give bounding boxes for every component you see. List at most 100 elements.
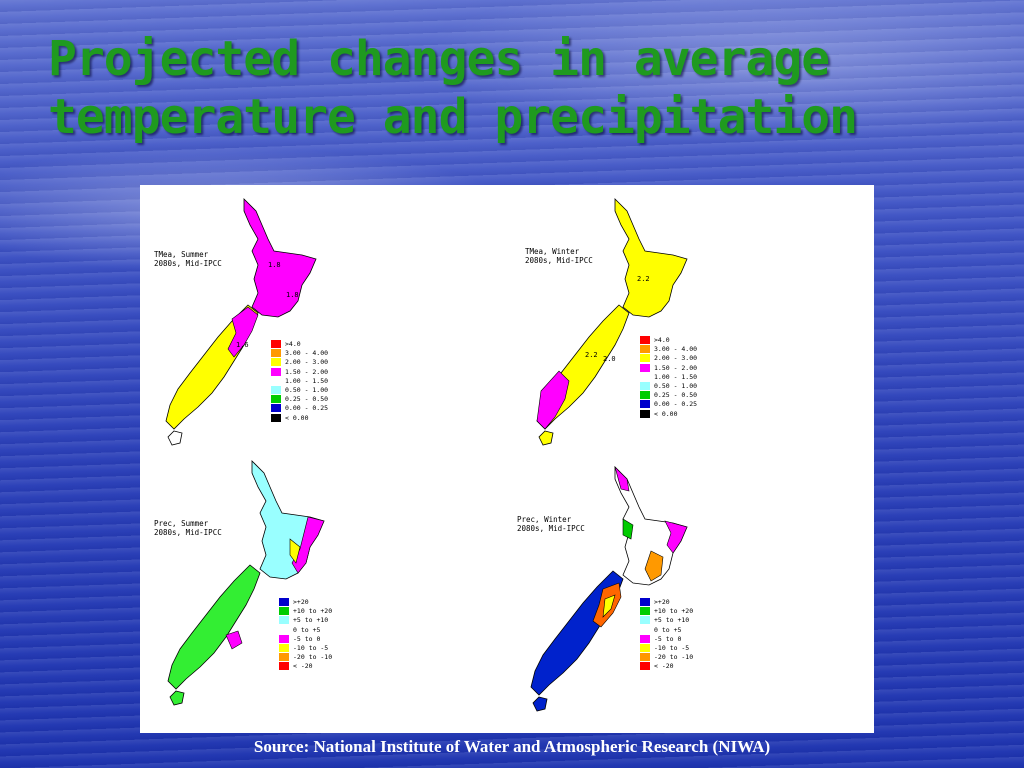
legend-swatch [640, 662, 650, 671]
legend-label: 0 to +5 [293, 625, 321, 634]
legend-label: < -20 [654, 662, 674, 671]
legend-swatch [640, 391, 650, 400]
legend-label: 0.25 - 0.50 [285, 395, 329, 404]
stewart-island [538, 430, 554, 446]
legend-label: 1.00 - 1.50 [285, 376, 329, 385]
north-island-east-overlay [664, 520, 688, 554]
legend-item: 1.50 - 2.00 [271, 367, 328, 376]
legend-swatch [279, 643, 289, 652]
legend-swatch [271, 376, 281, 385]
legend-item: -10 to -5 [640, 643, 693, 652]
legend-precipitation-summer: >+20 +10 to +20 +5 to +10 0 to +5 -5 to 0 -10… [279, 598, 332, 672]
legend-item: >4.0 [271, 340, 328, 348]
legend-swatch [640, 616, 650, 625]
legend-label: >4.0 [285, 340, 301, 348]
source-caption: Source: National Institute of Water and … [253, 737, 771, 756]
legend-swatch [279, 653, 289, 662]
legend-item: 2.00 - 3.00 [271, 358, 329, 367]
legend-label: +10 to +20 [654, 607, 694, 616]
legend-item: -20 to -10 [279, 653, 332, 662]
legend-label: 0.00 - 0.25 [654, 400, 698, 409]
north-island-west-overlay [622, 518, 634, 540]
legend-item: 2.00 - 3.00 [640, 354, 698, 363]
legend-item: +10 to +20 [640, 607, 694, 616]
legend-swatch [640, 409, 650, 418]
legend-label: 0.50 - 1.00 [654, 381, 698, 390]
panel-label: Prec, Summer 2080s, Mid-IPCC [154, 519, 222, 537]
legend-label: 2.00 - 3.00 [285, 358, 329, 367]
north-island [614, 198, 688, 318]
panel-precipitation-summer: Prec, Summer 2080s, Mid-IPCC >+20 +10 to +… [140, 459, 507, 733]
legend-item: >+20 [279, 598, 332, 606]
legend-label: +10 to +20 [293, 607, 333, 616]
legend-precipitation-winter: >+20 +10 to +20 +5 to +10 0 to +5 -5 to 0 -10… [640, 598, 693, 672]
legend-item: >4.0 [640, 336, 697, 344]
legend-item: 0.00 - 0.25 [271, 404, 328, 413]
south-island [167, 564, 261, 690]
legend-item: 0.00 - 0.25 [640, 400, 698, 409]
contour-label: 2.0 [603, 355, 616, 363]
legend-label: 3.00 - 4.00 [654, 345, 698, 354]
nz-map-precipitation-summer [167, 460, 325, 706]
legend-label: < 0.00 [654, 409, 678, 418]
nz-map-temperature-summer: 1.8 1.8 1.6 [165, 198, 317, 446]
stewart-island [532, 696, 548, 712]
legend-swatch [640, 598, 650, 606]
legend-swatch [640, 653, 650, 662]
legend-swatch [271, 340, 281, 348]
legend-item: 3.00 - 4.00 [640, 345, 698, 354]
legend-item: 0.25 - 0.50 [640, 391, 697, 400]
nz-map-temperature-winter: 2.2 2.2 2.0 [536, 198, 688, 446]
legend-label: >+20 [293, 598, 309, 606]
legend-label: >+20 [654, 598, 670, 606]
legend-swatch [640, 634, 650, 643]
contour-label: 1.8 [268, 261, 281, 269]
legend-swatch [271, 349, 281, 358]
legend-item: +10 to +20 [279, 607, 333, 616]
legend-label: 0 to +5 [654, 625, 682, 634]
legend-item: 1.00 - 1.50 [271, 376, 329, 385]
legend-item: 0 to +5 [279, 625, 332, 634]
south-island-southwest-overlay [536, 370, 570, 430]
legend-item: 0.50 - 1.00 [271, 385, 328, 394]
legend-swatch [640, 372, 650, 381]
nz-projection-maps-figure: 1.8 1.8 1.6 TMea, Summer 2080s, Mid-IPCC … [140, 185, 874, 733]
legend-swatch [279, 607, 289, 616]
legend-label: -5 to 0 [293, 634, 321, 643]
legend-item: -20 to -10 [640, 653, 694, 662]
panel-label: Prec, Winter 2080s, Mid-IPCC [517, 515, 585, 533]
north-island-south-overlay [644, 550, 664, 582]
legend-label: < -20 [293, 662, 313, 671]
legend-item: >+20 [640, 598, 693, 606]
contour-label: 2.2 [585, 351, 598, 359]
south-island-east-overlay [227, 306, 259, 358]
legend-item: < 0.00 [640, 409, 697, 418]
legend-label: -10 to -5 [654, 643, 690, 652]
legend-item: -10 to -5 [279, 643, 332, 652]
slide-title: Projected changes in average temperature… [48, 30, 978, 146]
panel-label: TMea, Summer 2080s, Mid-IPCC [154, 250, 222, 268]
stewart-island [167, 430, 183, 446]
legend-swatch [640, 607, 650, 616]
legend-item: 3.00 - 4.00 [271, 349, 328, 358]
stewart-island [169, 690, 185, 706]
slide-title-line-2: temperature and precipitation [48, 89, 858, 145]
legend-swatch [279, 598, 289, 606]
legend-temperature-winter: >4.0 3.00 - 4.00 2.00 - 3.00 1.50 - 2.00 1.0… [640, 336, 697, 419]
panel-label-line-2: 2080s, Mid-IPCC [154, 528, 222, 537]
panel-temperature-winter: 2.2 2.2 2.0 TMea, Winter 2080s, Mid-IPCC … [507, 185, 874, 459]
legend-swatch [640, 354, 650, 363]
panel-label-line-1: TMea, Winter [525, 247, 580, 256]
panel-label-line-2: 2080s, Mid-IPCC [517, 524, 585, 533]
panel-precipitation-winter: Prec, Winter 2080s, Mid-IPCC >+20 +10 to +… [507, 459, 874, 733]
contour-label: 1.6 [236, 341, 249, 349]
legend-label: 2.00 - 3.00 [654, 354, 698, 363]
legend-item: 0.25 - 0.50 [271, 395, 329, 404]
legend-swatch [271, 404, 281, 413]
legend-swatch [271, 395, 281, 404]
legend-label: < 0.00 [285, 413, 309, 422]
legend-item: < -20 [640, 662, 693, 671]
legend-label: -20 to -10 [654, 653, 694, 662]
legend-swatch [271, 358, 281, 367]
panel-label-line-2: 2080s, Mid-IPCC [525, 256, 593, 265]
